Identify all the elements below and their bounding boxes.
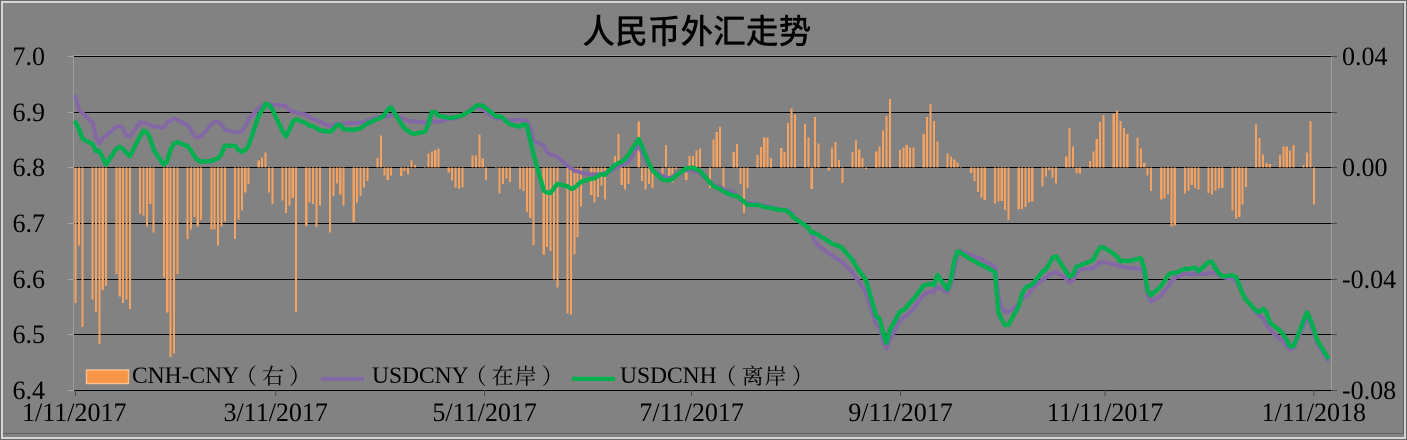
svg-text:7.0: 7.0 [13,42,46,71]
svg-text:USDCNY: USDCNY [372,363,469,389]
svg-text:USDCNH: USDCNH [620,363,717,389]
svg-text:11/11/2017: 11/11/2017 [1047,398,1164,427]
svg-text:6.9: 6.9 [13,98,46,127]
svg-text:9/11/2017: 9/11/2017 [848,398,952,427]
svg-text:-0.08: -0.08 [1342,376,1396,405]
svg-text:0.00: 0.00 [1342,153,1388,182]
svg-text:6.7: 6.7 [13,209,46,238]
svg-text:0.04: 0.04 [1342,42,1388,71]
svg-text:6.4: 6.4 [13,376,46,405]
svg-text:6.6: 6.6 [13,265,46,294]
svg-text:CNH-CNY: CNH-CNY [132,363,239,389]
svg-text:7/11/2017: 7/11/2017 [639,398,743,427]
svg-text:6.5: 6.5 [13,320,46,349]
svg-text:3/11/2017: 3/11/2017 [223,398,327,427]
svg-text:5/11/2017: 5/11/2017 [432,398,536,427]
svg-text:1/11/2018: 1/11/2018 [1262,398,1366,427]
svg-text:6.8: 6.8 [13,153,46,182]
svg-text:-0.04: -0.04 [1342,265,1396,294]
svg-text:1/11/2017: 1/11/2017 [22,398,126,427]
